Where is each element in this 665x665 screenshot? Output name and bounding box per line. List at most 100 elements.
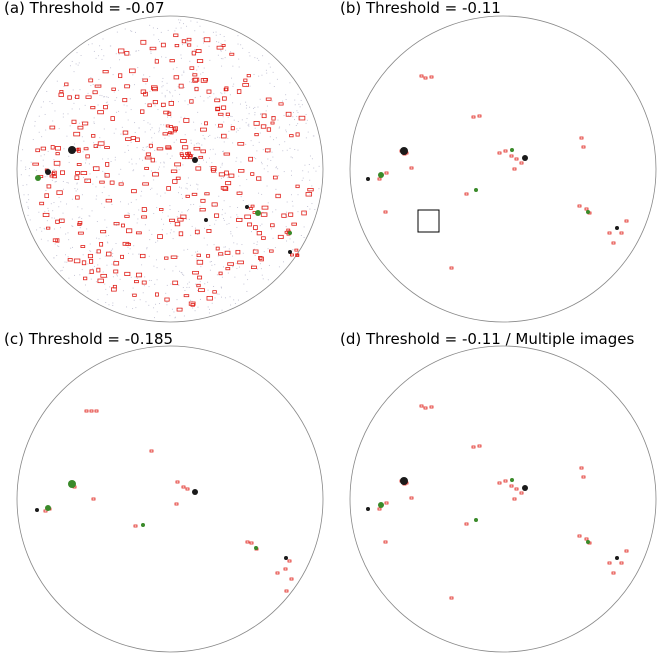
noise-dot — [278, 127, 280, 129]
noise-dot — [219, 137, 221, 139]
noise-dot — [227, 272, 229, 274]
noise-dot — [222, 150, 224, 152]
detection-box — [77, 222, 82, 226]
noise-dot — [289, 124, 291, 126]
noise-dot — [89, 243, 91, 245]
noise-dot — [231, 77, 233, 79]
noise-dot — [220, 42, 222, 44]
noise-dot — [22, 184, 24, 186]
noise-dot — [129, 85, 131, 87]
noise-dot — [27, 206, 29, 208]
noise-dot — [234, 303, 236, 305]
noise-dot — [293, 241, 295, 243]
noise-dot — [180, 116, 182, 118]
noise-dot — [235, 131, 237, 133]
noise-dot — [217, 255, 219, 257]
noise-dot — [89, 250, 91, 252]
detection-box — [111, 87, 116, 91]
detection-box — [198, 155, 204, 159]
noise-dot — [242, 252, 244, 254]
noise-dot — [193, 121, 195, 123]
detection-boxes-layer — [32, 33, 629, 600]
detection-box — [160, 42, 166, 48]
noise-dot — [177, 255, 179, 257]
detection-box — [174, 162, 182, 167]
noise-dot — [131, 30, 133, 32]
noise-dot — [154, 102, 156, 104]
noise-dot — [172, 95, 174, 97]
noise-dot — [148, 286, 150, 288]
noise-dot — [143, 74, 145, 76]
noise-dot — [223, 217, 225, 219]
detection-box — [260, 124, 267, 129]
noise-dot — [77, 206, 79, 208]
detection-box — [284, 230, 289, 234]
detection-box — [152, 172, 159, 177]
noise-layer — [20, 19, 320, 319]
noise-dot — [149, 90, 151, 92]
detection-box — [44, 193, 49, 198]
noise-dot — [209, 261, 211, 263]
noise-dot — [84, 162, 86, 164]
detection-box — [91, 497, 96, 501]
noise-dot — [75, 63, 77, 65]
noise-dot — [118, 110, 120, 112]
noise-dot — [312, 135, 314, 137]
noise-dot — [237, 35, 239, 37]
noise-dot — [59, 227, 61, 229]
noise-dot — [309, 208, 311, 210]
detection-box — [189, 99, 194, 104]
noise-dot — [230, 233, 232, 235]
noise-dot — [62, 266, 64, 268]
noise-dot — [170, 229, 172, 231]
noise-dot — [289, 82, 291, 84]
detection-box — [271, 116, 276, 121]
noise-dot — [253, 157, 255, 159]
detection-box — [75, 195, 80, 200]
noise-dot — [60, 201, 62, 203]
noise-dot — [299, 106, 301, 108]
noise-dot — [232, 265, 234, 267]
noise-dot — [249, 106, 251, 108]
noise-dot — [273, 86, 275, 88]
noise-dot — [42, 165, 44, 167]
noise-dot — [172, 270, 174, 272]
detection-box — [49, 125, 56, 130]
noise-dot — [237, 43, 239, 45]
noise-dot — [286, 216, 288, 218]
noise-dot — [184, 134, 186, 136]
noise-dot — [127, 212, 129, 214]
noise-dot — [186, 25, 188, 27]
detection-box — [197, 275, 203, 280]
detection-box — [290, 253, 294, 257]
noise-dot — [160, 218, 162, 220]
detection-box — [409, 166, 414, 170]
detection-box — [154, 59, 159, 64]
detection-box — [84, 409, 89, 413]
noise-dot — [40, 238, 42, 240]
noise-dot — [99, 45, 101, 47]
detection-box — [175, 480, 180, 484]
noise-dot — [162, 77, 164, 79]
noise-dot — [187, 104, 189, 106]
noise-dot — [309, 155, 311, 157]
noise-dot — [286, 201, 288, 203]
sunspot-blob — [68, 146, 76, 154]
noise-dot — [157, 240, 159, 242]
noise-dot — [120, 168, 122, 170]
noise-dot — [112, 252, 114, 254]
detection-box — [248, 156, 254, 162]
noise-dot — [83, 140, 85, 142]
detection-box — [159, 208, 164, 211]
noise-dot — [105, 302, 107, 304]
noise-dot — [67, 232, 69, 234]
noise-dot — [200, 156, 202, 158]
noise-dot — [154, 57, 156, 59]
detection-box — [384, 171, 389, 175]
detection-box — [195, 49, 202, 54]
detection-box — [168, 101, 175, 106]
noise-dot — [97, 264, 99, 266]
noise-dot — [259, 98, 261, 100]
noise-dot — [221, 287, 223, 289]
noise-dot — [96, 195, 98, 197]
